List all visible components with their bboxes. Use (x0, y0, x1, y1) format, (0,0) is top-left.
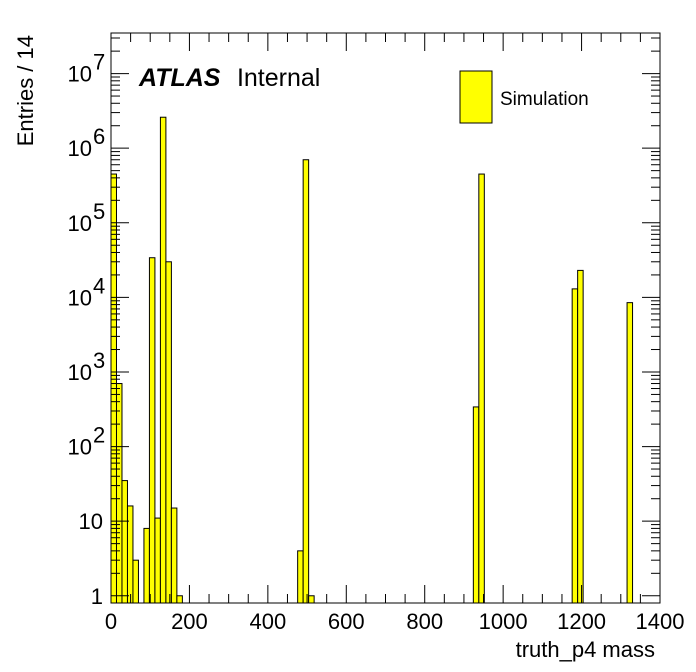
y-tick-label: 10 (68, 435, 92, 460)
histogram-bar (143, 527, 150, 604)
histogram-bar (132, 559, 139, 604)
histogram-bar (297, 550, 304, 604)
histogram-bar (170, 507, 178, 604)
y-tick-label: 10 (79, 509, 103, 534)
x-tick-label: 200 (171, 609, 208, 634)
x-axis-label: truth_p4 mass (516, 637, 655, 662)
legend-entry-simulation: Simulation (500, 89, 589, 110)
histogram-bar (165, 261, 172, 604)
histogram-bar (472, 406, 480, 604)
y-tick-exponent: 5 (93, 199, 105, 224)
y-axis-label: Entries / 14 (13, 35, 38, 146)
histogram-bar (126, 505, 134, 604)
y-tick-exponent: 7 (93, 50, 105, 75)
x-tick-label: 0 (105, 609, 117, 634)
y-tick-label: 10 (68, 211, 92, 236)
histogram-bars (110, 116, 634, 604)
x-tick-label: 1400 (636, 609, 685, 634)
histogram-bar (121, 480, 128, 604)
histogram-bar (577, 269, 584, 604)
y-tick-exponent: 4 (93, 273, 105, 298)
atlas-label-internal: Internal (237, 64, 320, 92)
x-tick-label: 600 (328, 609, 365, 634)
histogram-bar (302, 159, 310, 604)
y-tick-label: 10 (68, 136, 92, 161)
legend-swatch (459, 70, 493, 124)
x-tick-label: 1200 (557, 609, 606, 634)
histogram-bar (159, 116, 167, 604)
histogram-bar (571, 288, 579, 604)
y-tick-label: 10 (68, 360, 92, 385)
y-axis-ticks (111, 37, 660, 597)
y-tick-exponent: 3 (93, 348, 105, 373)
y-tick-label: 10 (68, 62, 92, 87)
histogram-bar (626, 302, 634, 604)
atlas-label: ATLAS Internal (138, 64, 320, 92)
x-axis-ticks (110, 33, 661, 603)
atlas-label-bold: ATLAS (138, 64, 221, 92)
x-tick-label: 400 (249, 609, 286, 634)
histogram-bar (148, 257, 156, 604)
histogram-bar (308, 595, 315, 604)
y-tick-exponent: 6 (93, 124, 105, 149)
y-tick-label: 1 (91, 584, 103, 609)
x-tick-label: 1000 (479, 609, 528, 634)
y-tick-label: 10 (68, 285, 92, 310)
y-tick-exponent: 2 (93, 423, 105, 448)
histogram-bar (154, 517, 161, 604)
x-tick-labels: 0 200 400 600 800 1000 1200 1400 (105, 609, 685, 634)
histogram-bar (478, 173, 485, 604)
legend: Simulation (459, 70, 589, 124)
histogram-bar (176, 595, 183, 604)
x-tick-label: 800 (406, 609, 443, 634)
histogram-bar (115, 383, 123, 604)
